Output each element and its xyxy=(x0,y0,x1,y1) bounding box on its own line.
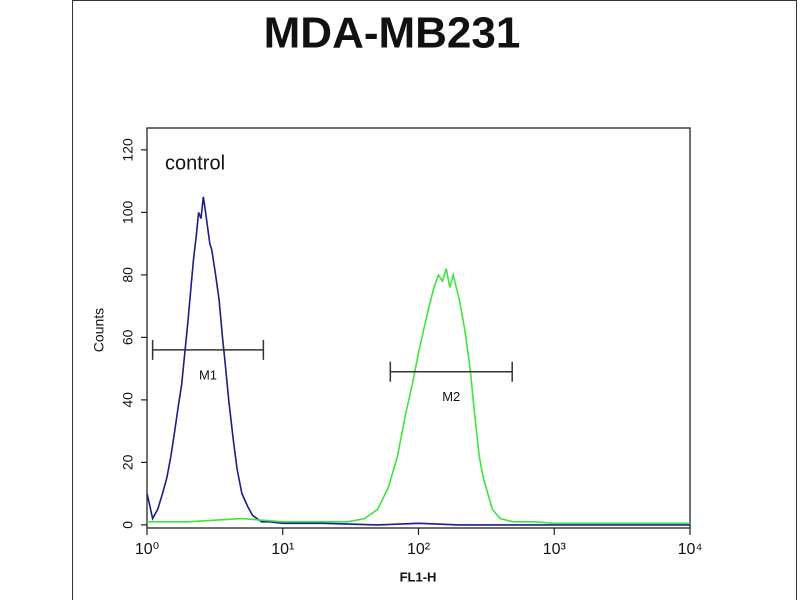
series-line xyxy=(147,268,690,525)
x-tick-label: 10⁴ xyxy=(678,541,703,558)
annotation: control xyxy=(165,152,225,174)
y-tick-label: 100 xyxy=(120,200,136,224)
marker-label: M2 xyxy=(442,389,460,404)
y-axis-label: Counts xyxy=(91,308,107,352)
marker-label: M1 xyxy=(199,367,217,382)
series-line xyxy=(146,196,690,526)
chart-title: MDA-MB231 xyxy=(264,9,521,58)
y-tick-label: 20 xyxy=(120,454,136,470)
x-tick-label: 10³ xyxy=(543,541,567,558)
x-tick-label: 10¹ xyxy=(271,541,294,558)
x-axis-label: FL1-H xyxy=(400,569,437,584)
y-tick-label: 120 xyxy=(120,138,136,162)
x-tick-label: 10⁰ xyxy=(135,541,159,558)
y-tick-label: 0 xyxy=(120,521,136,529)
y-tick-label: 80 xyxy=(120,267,136,283)
x-tick-label: 10² xyxy=(407,541,431,558)
plot-frame xyxy=(146,127,691,529)
y-tick-label: 60 xyxy=(120,329,136,345)
y-tick-label: 40 xyxy=(120,392,136,408)
frame xyxy=(72,0,797,600)
